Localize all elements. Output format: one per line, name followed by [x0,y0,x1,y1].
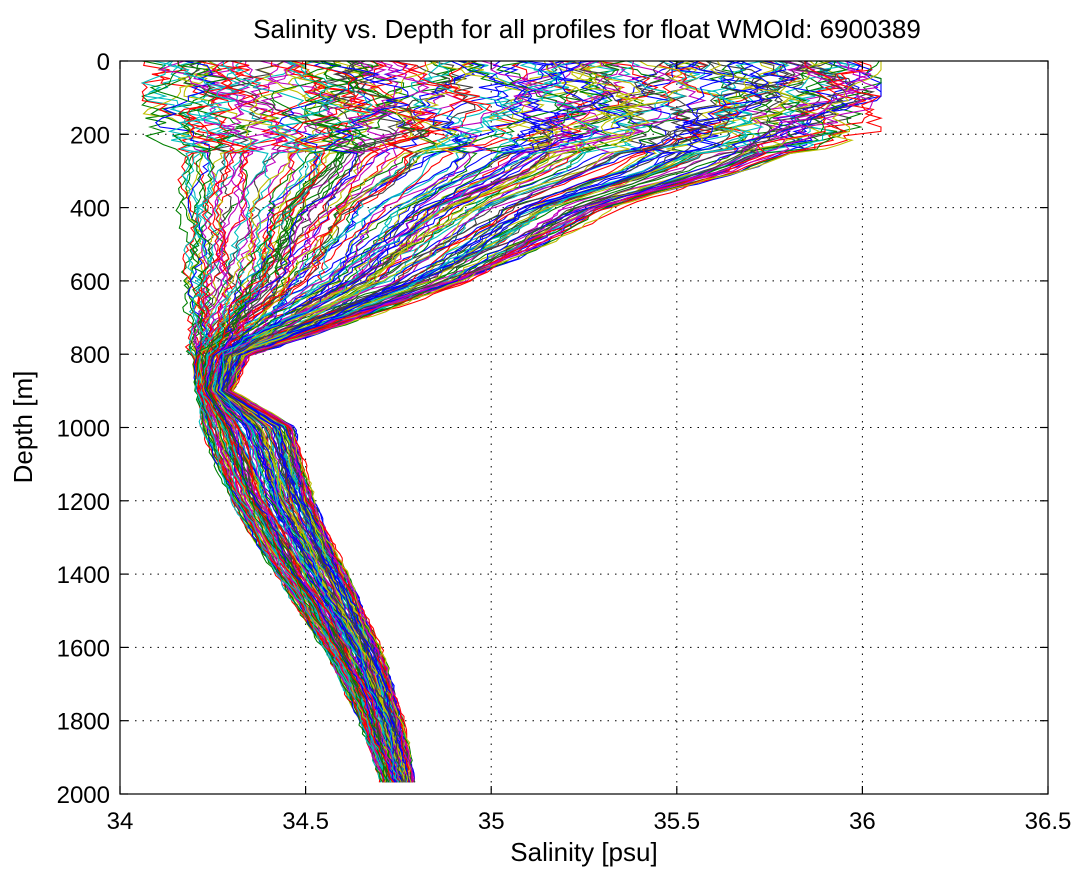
y-tick-label: 600 [70,269,110,296]
y-tick-label: 1200 [57,489,110,516]
salinity-profile-line [222,60,794,783]
salinity-profile-line [222,60,706,783]
grid-lines [120,61,1048,794]
salinity-profile-line [200,60,393,783]
profile-lines [140,60,883,783]
chart-title: Salinity vs. Depth for all profiles for … [253,14,921,44]
y-tick-label: 1400 [57,562,110,589]
x-axis: 34 34.5 35 35.5 36 36.5 [107,61,1072,835]
x-tick-label: 35 [478,808,505,835]
y-axis-label: Depth [m] [8,371,38,484]
y-tick-label: 400 [70,196,110,223]
salinity-profile-line [229,60,832,783]
salinity-profile-line [221,60,770,783]
salinity-profile-line [210,60,544,783]
salinity-profile-line [204,60,428,783]
y-tick-label: 1600 [57,635,110,662]
x-tick-label: 34 [107,808,134,835]
salinity-profile-line [177,60,384,783]
salinity-profile-line [197,60,388,783]
y-tick-label: 800 [70,342,110,369]
x-tick-label: 36.5 [1025,808,1072,835]
salinity-profile-line [217,60,707,783]
salinity-profile-line [227,60,882,783]
salinity-profile-line [202,60,393,783]
y-tick-label: 1800 [57,709,110,736]
x-tick-label: 34.5 [282,808,329,835]
y-tick-label: 2000 [57,782,110,809]
y-axis: 0 200 400 600 800 1000 1200 1400 1600 1800 2000 [57,49,1048,809]
x-tick-label: 35.5 [653,808,700,835]
salinity-profile-line [201,60,395,783]
y-tick-label: 0 [97,49,110,76]
y-tick-label: 1000 [57,416,110,443]
y-tick-label: 200 [70,122,110,149]
salinity-profile-line [167,60,388,783]
salinity-profile-line [204,60,410,783]
salinity-profile-line [220,60,600,783]
salinity-profile-line [217,60,584,783]
x-axis-label: Salinity [psu] [510,837,657,867]
x-tick-label: 36 [849,808,876,835]
salinity-profile-line [227,60,849,783]
salinity-profile-line [228,60,879,783]
salinity-profile-line [212,60,504,783]
salinity-profile-line [201,60,390,783]
